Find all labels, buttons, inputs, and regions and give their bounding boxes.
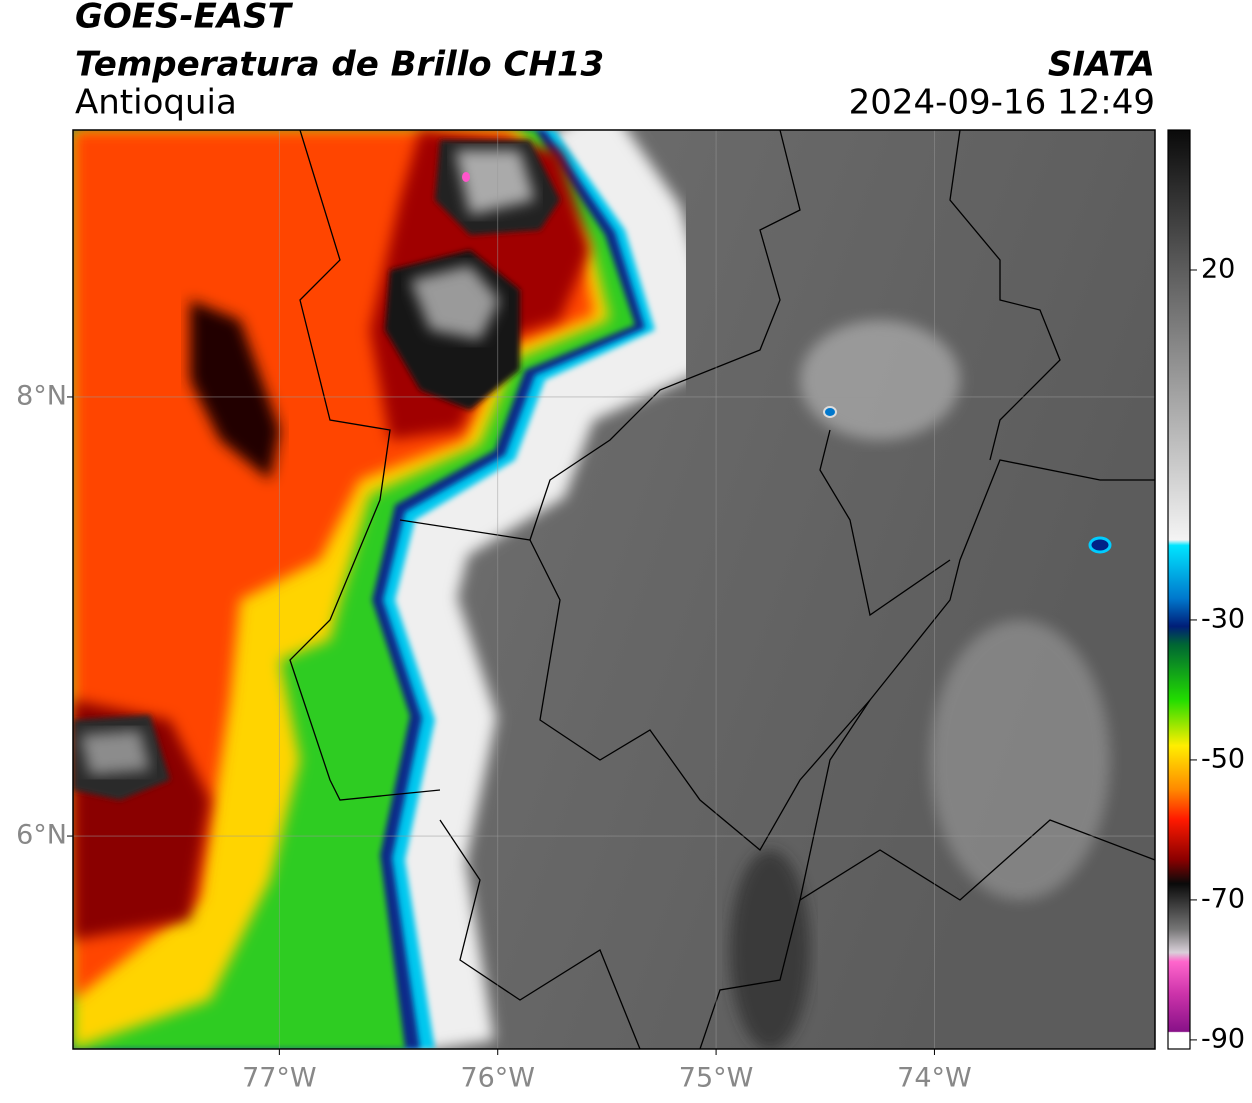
subtitle: Temperatura de Brillo CH13 — [75, 45, 604, 85]
x-tick-label: 74°W — [897, 1063, 972, 1094]
region: Antioquia — [75, 83, 237, 123]
colorbar-tick-label: -50 — [1201, 743, 1245, 774]
x-tick-label: 75°W — [679, 1063, 754, 1094]
x-tick-label: 76°W — [460, 1063, 535, 1094]
grid — [73, 130, 1155, 1049]
y-tick-label: 6°N — [16, 820, 67, 851]
colorbar-tick-label: -30 — [1201, 603, 1245, 634]
colorbar — [1167, 129, 1191, 1050]
title: GOES-EAST — [75, 0, 294, 37]
satellite-image — [73, 130, 1155, 1049]
colorbar-tick-label: 20 — [1201, 253, 1235, 284]
x-tick-label: 77°W — [242, 1063, 317, 1094]
colorbar-tick-label: -70 — [1201, 883, 1245, 914]
map-frame — [72, 129, 1156, 1050]
colorbar-tick-label: -90 — [1201, 1023, 1245, 1054]
source: SIATA — [1048, 45, 1155, 85]
y-tick-label: 8°N — [16, 380, 67, 411]
timestamp: 2024-09-16 12:49 — [849, 83, 1155, 123]
